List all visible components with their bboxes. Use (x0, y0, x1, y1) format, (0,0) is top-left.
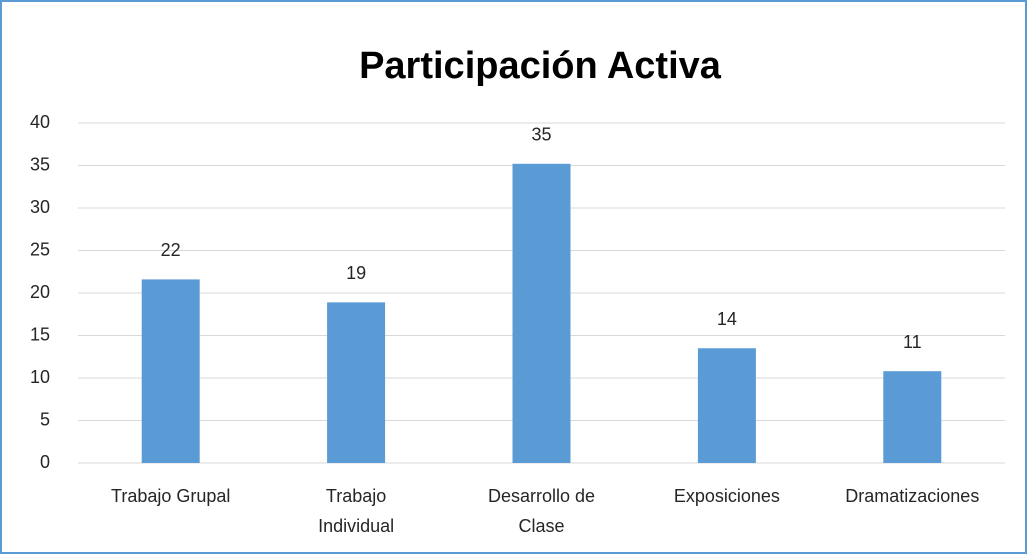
x-tick-label: Dramatizaciones (845, 486, 979, 506)
y-tick-label: 35 (30, 154, 50, 174)
y-tick-label: 30 (30, 197, 50, 217)
x-tick-label: Trabajo Individual (318, 486, 394, 536)
bar (512, 163, 571, 464)
data-label: 11 (903, 332, 922, 352)
bar (327, 302, 386, 463)
data-label: 19 (346, 263, 366, 283)
bar (697, 348, 756, 463)
bar (141, 279, 200, 463)
y-tick-label: 15 (30, 324, 50, 344)
y-tick-label: 10 (30, 367, 50, 387)
y-tick-label: 25 (30, 239, 50, 259)
x-tick-label: Desarrollo de Clase (488, 486, 595, 536)
x-tick-label: Trabajo Grupal (111, 486, 230, 506)
bar (883, 371, 942, 463)
data-label: 22 (161, 240, 181, 260)
y-tick-label: 5 (40, 409, 50, 429)
y-tick-label: 20 (30, 282, 50, 302)
data-label: 14 (717, 309, 737, 329)
data-label: 35 (531, 125, 551, 145)
chart-title: Participación Activa (359, 45, 722, 87)
x-tick-label: Exposiciones (674, 486, 780, 506)
y-tick-label: 40 (30, 112, 50, 132)
y-tick-label: 0 (40, 452, 50, 472)
